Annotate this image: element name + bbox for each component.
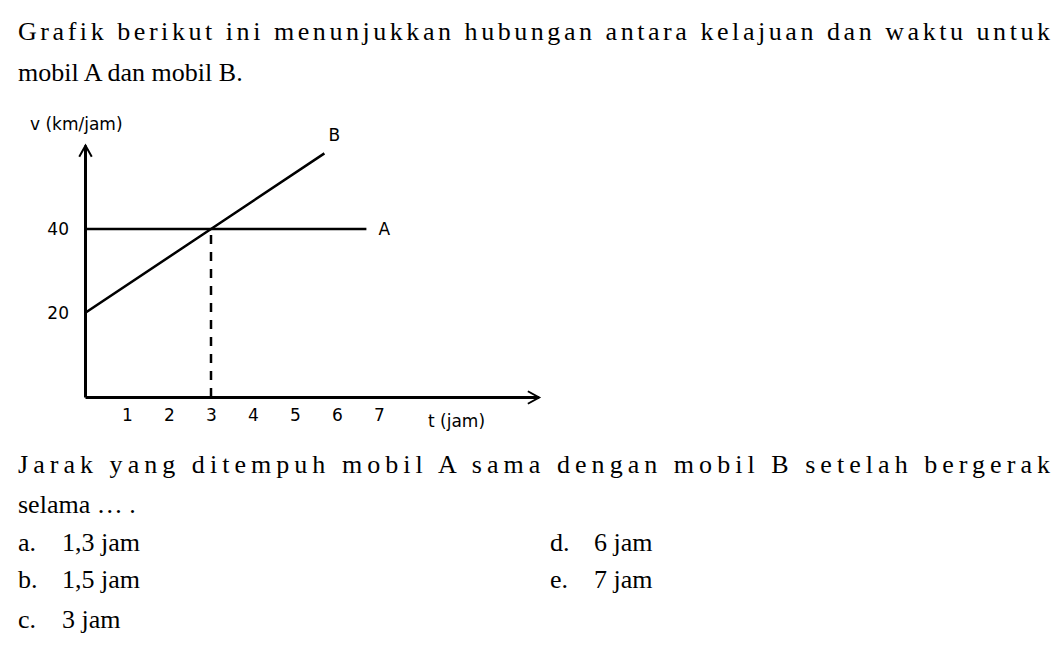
option-text: 1,5 jam	[62, 565, 140, 594]
option-text: 6 jam	[594, 528, 653, 557]
x-tick: 2	[164, 397, 175, 425]
y-tick-label: 20	[47, 303, 69, 323]
option-letter: e.	[550, 565, 568, 594]
x-tick: 4	[248, 397, 259, 425]
dropline	[210, 229, 213, 397]
canvas: Grafik berikut ini menunjukkan hubungan …	[0, 0, 1061, 646]
series-label: A	[378, 219, 390, 239]
x-tick-label: 4	[248, 405, 259, 425]
option-letter: b.	[18, 565, 38, 594]
y-tick: 40	[47, 219, 85, 239]
x-tick: 7	[374, 397, 385, 425]
x-tick-label: 5	[290, 405, 301, 425]
y-axis-line	[84, 146, 87, 398]
option-letter: d.	[550, 528, 570, 557]
y-tick-label: 40	[47, 219, 69, 239]
y-axis: 2040	[47, 146, 85, 398]
x-tick-label: 3	[206, 405, 217, 425]
option-text: 7 jam	[594, 565, 653, 594]
x-tick: 1	[122, 397, 133, 425]
option-text: 3 jam	[62, 605, 121, 634]
x-axis-line	[86, 396, 540, 399]
x-tick-label: 6	[332, 405, 343, 425]
intro-line: Grafik berikut ini menunjukkan hubungan …	[18, 17, 1050, 46]
series-line	[85, 228, 366, 231]
x-tick: 5	[290, 397, 301, 425]
x-axis-title: t (jam)	[428, 411, 485, 431]
prompt-line: selama … .	[18, 490, 136, 519]
prompt-line: Jarak yang ditempuh mobil A sama dengan …	[18, 450, 1050, 479]
option-text: 1,3 jam	[62, 528, 140, 557]
x-tick-label: 1	[122, 405, 133, 425]
y-tick: 20	[47, 303, 85, 323]
x-tick: 3	[206, 397, 217, 425]
x-tick-label: 2	[164, 405, 175, 425]
x-tick: 6	[332, 397, 343, 425]
series-label: B	[328, 125, 340, 145]
series-line	[85, 153, 324, 313]
y-axis-title: v (km/jam)	[30, 114, 123, 134]
x-tick-label: 7	[374, 405, 385, 425]
option-letter: c.	[18, 605, 36, 634]
intro-line: mobil A dan mobil B.	[18, 58, 243, 87]
plot-area	[85, 153, 366, 397]
option-letter: a.	[18, 528, 36, 557]
